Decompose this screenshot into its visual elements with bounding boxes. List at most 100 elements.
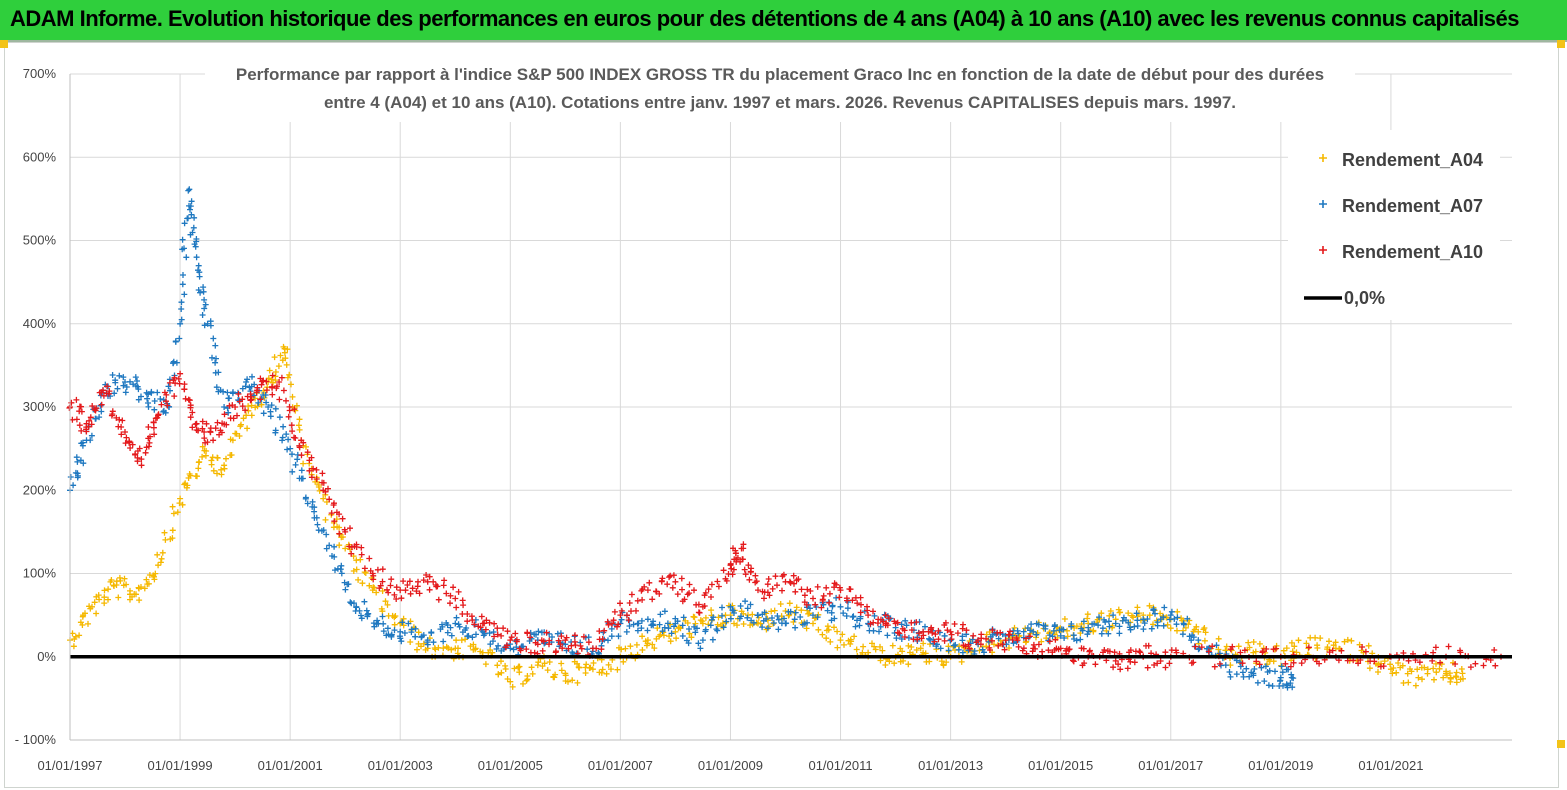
data-point (1190, 659, 1197, 666)
data-point (465, 632, 472, 639)
data-point (1355, 660, 1362, 667)
data-point (1091, 620, 1098, 627)
data-point (707, 622, 714, 629)
data-point (142, 449, 149, 456)
data-point (1015, 643, 1022, 650)
data-point (615, 633, 622, 640)
data-point (786, 578, 793, 585)
data-point (786, 611, 793, 618)
data-point (977, 641, 984, 648)
data-point (509, 683, 516, 690)
data-point (905, 634, 912, 641)
data-point (775, 616, 782, 623)
data-point (1102, 619, 1109, 625)
data-point (669, 584, 676, 591)
data-point (179, 236, 186, 243)
y-tick-label: 700% (23, 66, 57, 81)
data-point (666, 574, 673, 581)
data-point (1404, 670, 1411, 677)
data-point (900, 657, 907, 664)
data-point (348, 550, 355, 557)
data-point (281, 349, 288, 356)
data-point (96, 414, 103, 421)
data-point (285, 413, 292, 420)
data-point (685, 640, 692, 647)
data-point (1445, 643, 1452, 650)
data-point (646, 579, 653, 586)
data-point (810, 620, 816, 627)
data-point (1419, 676, 1425, 683)
data-point (903, 622, 910, 629)
data-point (1180, 621, 1187, 628)
data-point (203, 448, 210, 454)
data-point (520, 680, 526, 687)
data-point (306, 457, 313, 464)
data-point (108, 577, 115, 583)
chart-frame (4, 42, 1559, 788)
data-point (383, 632, 390, 639)
data-point (528, 664, 535, 671)
data-point (516, 669, 523, 676)
data-point (1049, 633, 1056, 640)
data-point (985, 638, 992, 645)
data-point (145, 424, 152, 430)
data-point (179, 281, 186, 288)
data-point (428, 630, 435, 636)
data-point (708, 581, 715, 588)
data-point (524, 629, 531, 636)
data-point (123, 581, 130, 588)
data-point (626, 600, 633, 606)
data-point (189, 229, 196, 236)
data-point (580, 633, 587, 640)
data-point (638, 625, 645, 632)
data-point (674, 591, 681, 598)
data-point (74, 470, 81, 477)
data-point (221, 404, 228, 410)
data-point (212, 425, 219, 432)
x-tick-label: 01/01/2013 (918, 758, 983, 773)
data-point (527, 634, 534, 641)
data-point (1362, 648, 1369, 655)
data-point (1111, 649, 1118, 656)
data-point (169, 503, 176, 510)
data-point (1430, 665, 1437, 672)
data-point (1446, 670, 1453, 677)
data-point (234, 412, 240, 419)
data-point (1150, 606, 1157, 613)
data-point (664, 620, 671, 627)
data-point (1226, 669, 1233, 675)
data-point (158, 555, 165, 562)
data-point (181, 291, 188, 298)
data-point (1020, 628, 1027, 635)
data-point (267, 408, 274, 415)
data-point (144, 395, 151, 402)
data-point (491, 633, 498, 640)
data-point (656, 590, 663, 597)
data-point (470, 641, 477, 648)
data-point (154, 414, 161, 421)
data-point (471, 621, 478, 628)
data-point (932, 631, 939, 638)
data-point (1480, 662, 1487, 669)
data-point (230, 415, 237, 422)
data-point (452, 595, 459, 602)
data-point (989, 627, 996, 634)
data-point (1161, 604, 1168, 611)
data-point (719, 604, 725, 611)
legend-marker (1319, 246, 1327, 254)
data-point (902, 617, 909, 624)
data-point (151, 398, 158, 404)
data-point (1273, 645, 1280, 652)
data-point (929, 629, 936, 636)
data-point (404, 582, 411, 588)
data-point (1077, 636, 1084, 643)
data-point (326, 496, 333, 503)
data-point (633, 641, 640, 648)
data-point (1023, 635, 1029, 642)
data-point (175, 375, 182, 382)
data-point (183, 484, 190, 491)
data-point (203, 420, 210, 427)
data-point (775, 626, 782, 633)
data-point (112, 377, 119, 384)
data-point (1026, 633, 1033, 640)
